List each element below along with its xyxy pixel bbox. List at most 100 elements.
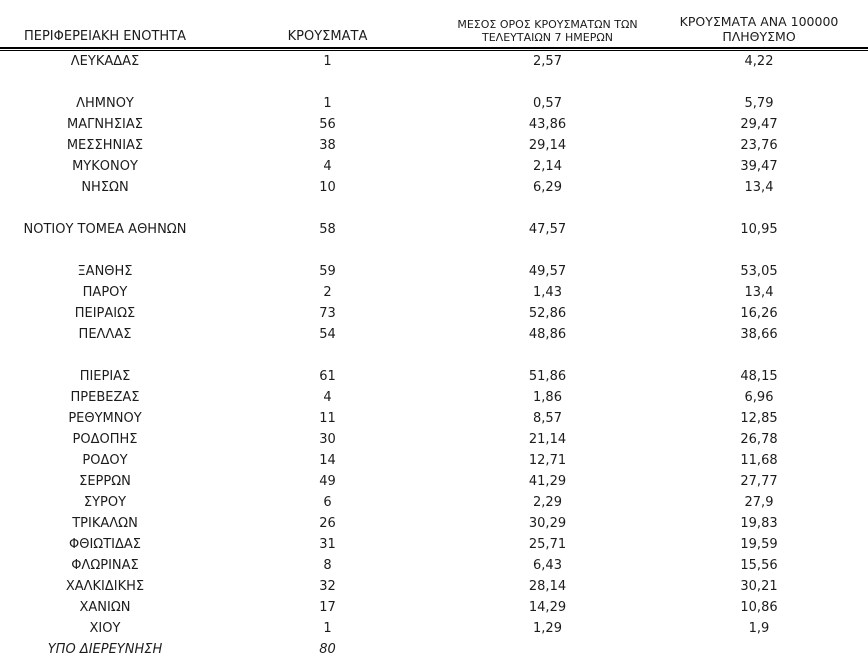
cell-avg7: 1,86 [533,390,562,405]
cell-region: ΡΟΔΟΠΗΣ [72,432,138,447]
table-row: ΜΕΣΣΗΝΙΑΣ 38 29,14 23,76 [0,135,868,156]
cell-avg7: 21,14 [528,432,567,447]
cell-per100k [650,240,868,261]
cell-avg7: 48,86 [528,327,567,342]
cell-cases: 4 [323,159,332,174]
header-cases: ΚΡΟΥΣΜΑΤΑ [287,29,368,44]
cell-cases: 26 [319,516,336,531]
cell-cases: 38 [319,138,336,153]
table-body: ΛΕΥΚΑΔΑΣ 1 2,57 4,22 ΛΗΜΝΟΥ 1 0,57 5,79 ΜΑΓΝΗΣΙΑ… [0,51,868,661]
cell-region: ΤΡΙΚΑΛΩΝ [72,516,138,531]
cell-avg7: 8,57 [533,411,562,426]
table-row: ΦΛΩΡΙΝΑΣ 8 6,43 15,56 [0,555,868,576]
cell-avg7: 25,71 [528,537,567,552]
cell-avg7: 47,57 [528,222,567,237]
spacer-row [0,345,868,366]
cell-region: ΣΕΡΡΩΝ [79,474,131,489]
table-row: ΠΕΙΡΑΙΩΣ 73 52,86 16,26 [0,303,868,324]
cell-cases: 73 [319,306,336,321]
cell-per100k [650,72,868,93]
cell-avg7 [445,240,650,261]
cell-cases: 1 [323,96,332,111]
cell-per100k: 10,86 [740,600,778,615]
cell-cases: 80 [319,642,336,657]
cell-region: ΦΛΩΡΙΝΑΣ [71,558,139,573]
cell-region: ΥΠΟ ΔΙΕΡΕΥΝΗΣΗ [47,642,163,657]
table-row: ΣΕΡΡΩΝ 49 41,29 27,77 [0,471,868,492]
cell-region: ΜΕΣΣΗΝΙΑΣ [66,138,144,153]
table-row: ΜΑΓΝΗΣΙΑΣ 56 43,86 29,47 [0,114,868,135]
cell-avg7: 28,14 [528,579,567,594]
cell-per100k: 4,22 [744,54,774,69]
table-header: ΠΕΡΙΦΕΡΕΙΑΚΗ ΕΝΟΤΗΤΑ ΚΡΟΥΣΜΑΤΑ ΜΕΣΟΣ ΟΡΟ… [0,0,868,51]
cell-cases: 49 [319,474,336,489]
cell-per100k: 15,56 [740,558,778,573]
cell-per100k: 29,47 [740,117,778,132]
cell-avg7: 29,14 [528,138,567,153]
cell-avg7: 43,86 [528,117,567,132]
cell-cases: 56 [319,117,336,132]
cell-per100k: 23,76 [740,138,778,153]
cell-region: ΠΕΙΡΑΙΩΣ [74,306,136,321]
header-per100k: ΚΡΟΥΣΜΑΤΑ ΑΝΑ 100000 ΠΛΗΘΥΣΜΟ [679,14,839,44]
cell-avg7: 51,86 [528,369,567,384]
cell-per100k: 48,15 [740,369,778,384]
cell-cases: 11 [319,411,336,426]
cell-avg7: 0,57 [533,96,562,111]
table-row: ΠΕΛΛΑΣ 54 48,86 38,66 [0,324,868,345]
cell-avg7: 41,29 [528,474,567,489]
cell-avg7: 2,14 [533,159,562,174]
cell-cases [210,72,445,93]
cell-cases: 58 [319,222,336,237]
table-row: ΛΗΜΝΟΥ 1 0,57 5,79 [0,93,868,114]
cell-per100k: 30,21 [740,579,778,594]
cell-per100k: 19,83 [740,516,778,531]
cell-region: ΧΑΝΙΩΝ [79,600,131,615]
cell-cases: 59 [319,264,336,279]
cell-cases: 6 [323,495,332,510]
cell-avg7: 6,43 [533,558,562,573]
cell-cases: 54 [319,327,336,342]
cell-avg7: 6,29 [533,180,562,195]
cell-per100k: 10,95 [740,222,778,237]
cell-region: ΜΑΓΝΗΣΙΑΣ [66,117,143,132]
table-row: ΦΘΙΩΤΙΔΑΣ 31 25,71 19,59 [0,534,868,555]
spacer-row [0,240,868,261]
cell-region: ΣΥΡΟΥ [83,495,127,510]
cell-avg7: 1,43 [533,285,562,300]
cell-region: ΦΘΙΩΤΙΔΑΣ [68,537,141,552]
cell-cases: 1 [323,54,332,69]
cell-region: ΛΕΥΚΑΔΑΣ [70,54,140,69]
cell-avg7 [445,198,650,219]
table-row: ΠΙΕΡΙΑΣ 61 51,86 48,15 [0,366,868,387]
cell-avg7: 1,29 [533,621,562,636]
cell-per100k: 16,26 [740,306,778,321]
cell-region [0,72,210,93]
cell-avg7: 2,29 [533,495,562,510]
cell-avg7: 49,57 [528,264,567,279]
cell-cases [210,198,445,219]
header-avg7: ΜΕΣΟΣ ΟΡΟΣ ΚΡΟΥΣΜΑΤΩΝ ΤΩΝ ΤΕΛΕΥΤΑΙΩΝ 7 Η… [457,18,638,44]
cell-cases: 17 [319,600,336,615]
spacer-row [0,72,868,93]
cell-cases [210,345,445,366]
table-row: ΞΑΝΘΗΣ 59 49,57 53,05 [0,261,868,282]
cell-region: ΡΟΔΟΥ [82,453,128,468]
header-rule-line [0,47,868,51]
cell-avg7: 12,71 [528,453,567,468]
cell-per100k: 27,9 [744,495,774,510]
cell-per100k: 38,66 [740,327,778,342]
cell-avg7: 2,57 [533,54,562,69]
cell-cases: 31 [319,537,336,552]
table-row: ΧΙΟΥ 1 1,29 1,9 [0,618,868,639]
cell-region [0,198,210,219]
cell-avg7 [445,72,650,93]
table-row: ΧΑΝΙΩΝ 17 14,29 10,86 [0,597,868,618]
cell-cases: 14 [319,453,336,468]
cell-avg7: 30,29 [528,516,567,531]
cell-cases: 4 [323,390,332,405]
table-row: ΠΡΕΒΕΖΑΣ 4 1,86 6,96 [0,387,868,408]
cell-region: ΜΥΚΟΝΟΥ [72,159,138,174]
